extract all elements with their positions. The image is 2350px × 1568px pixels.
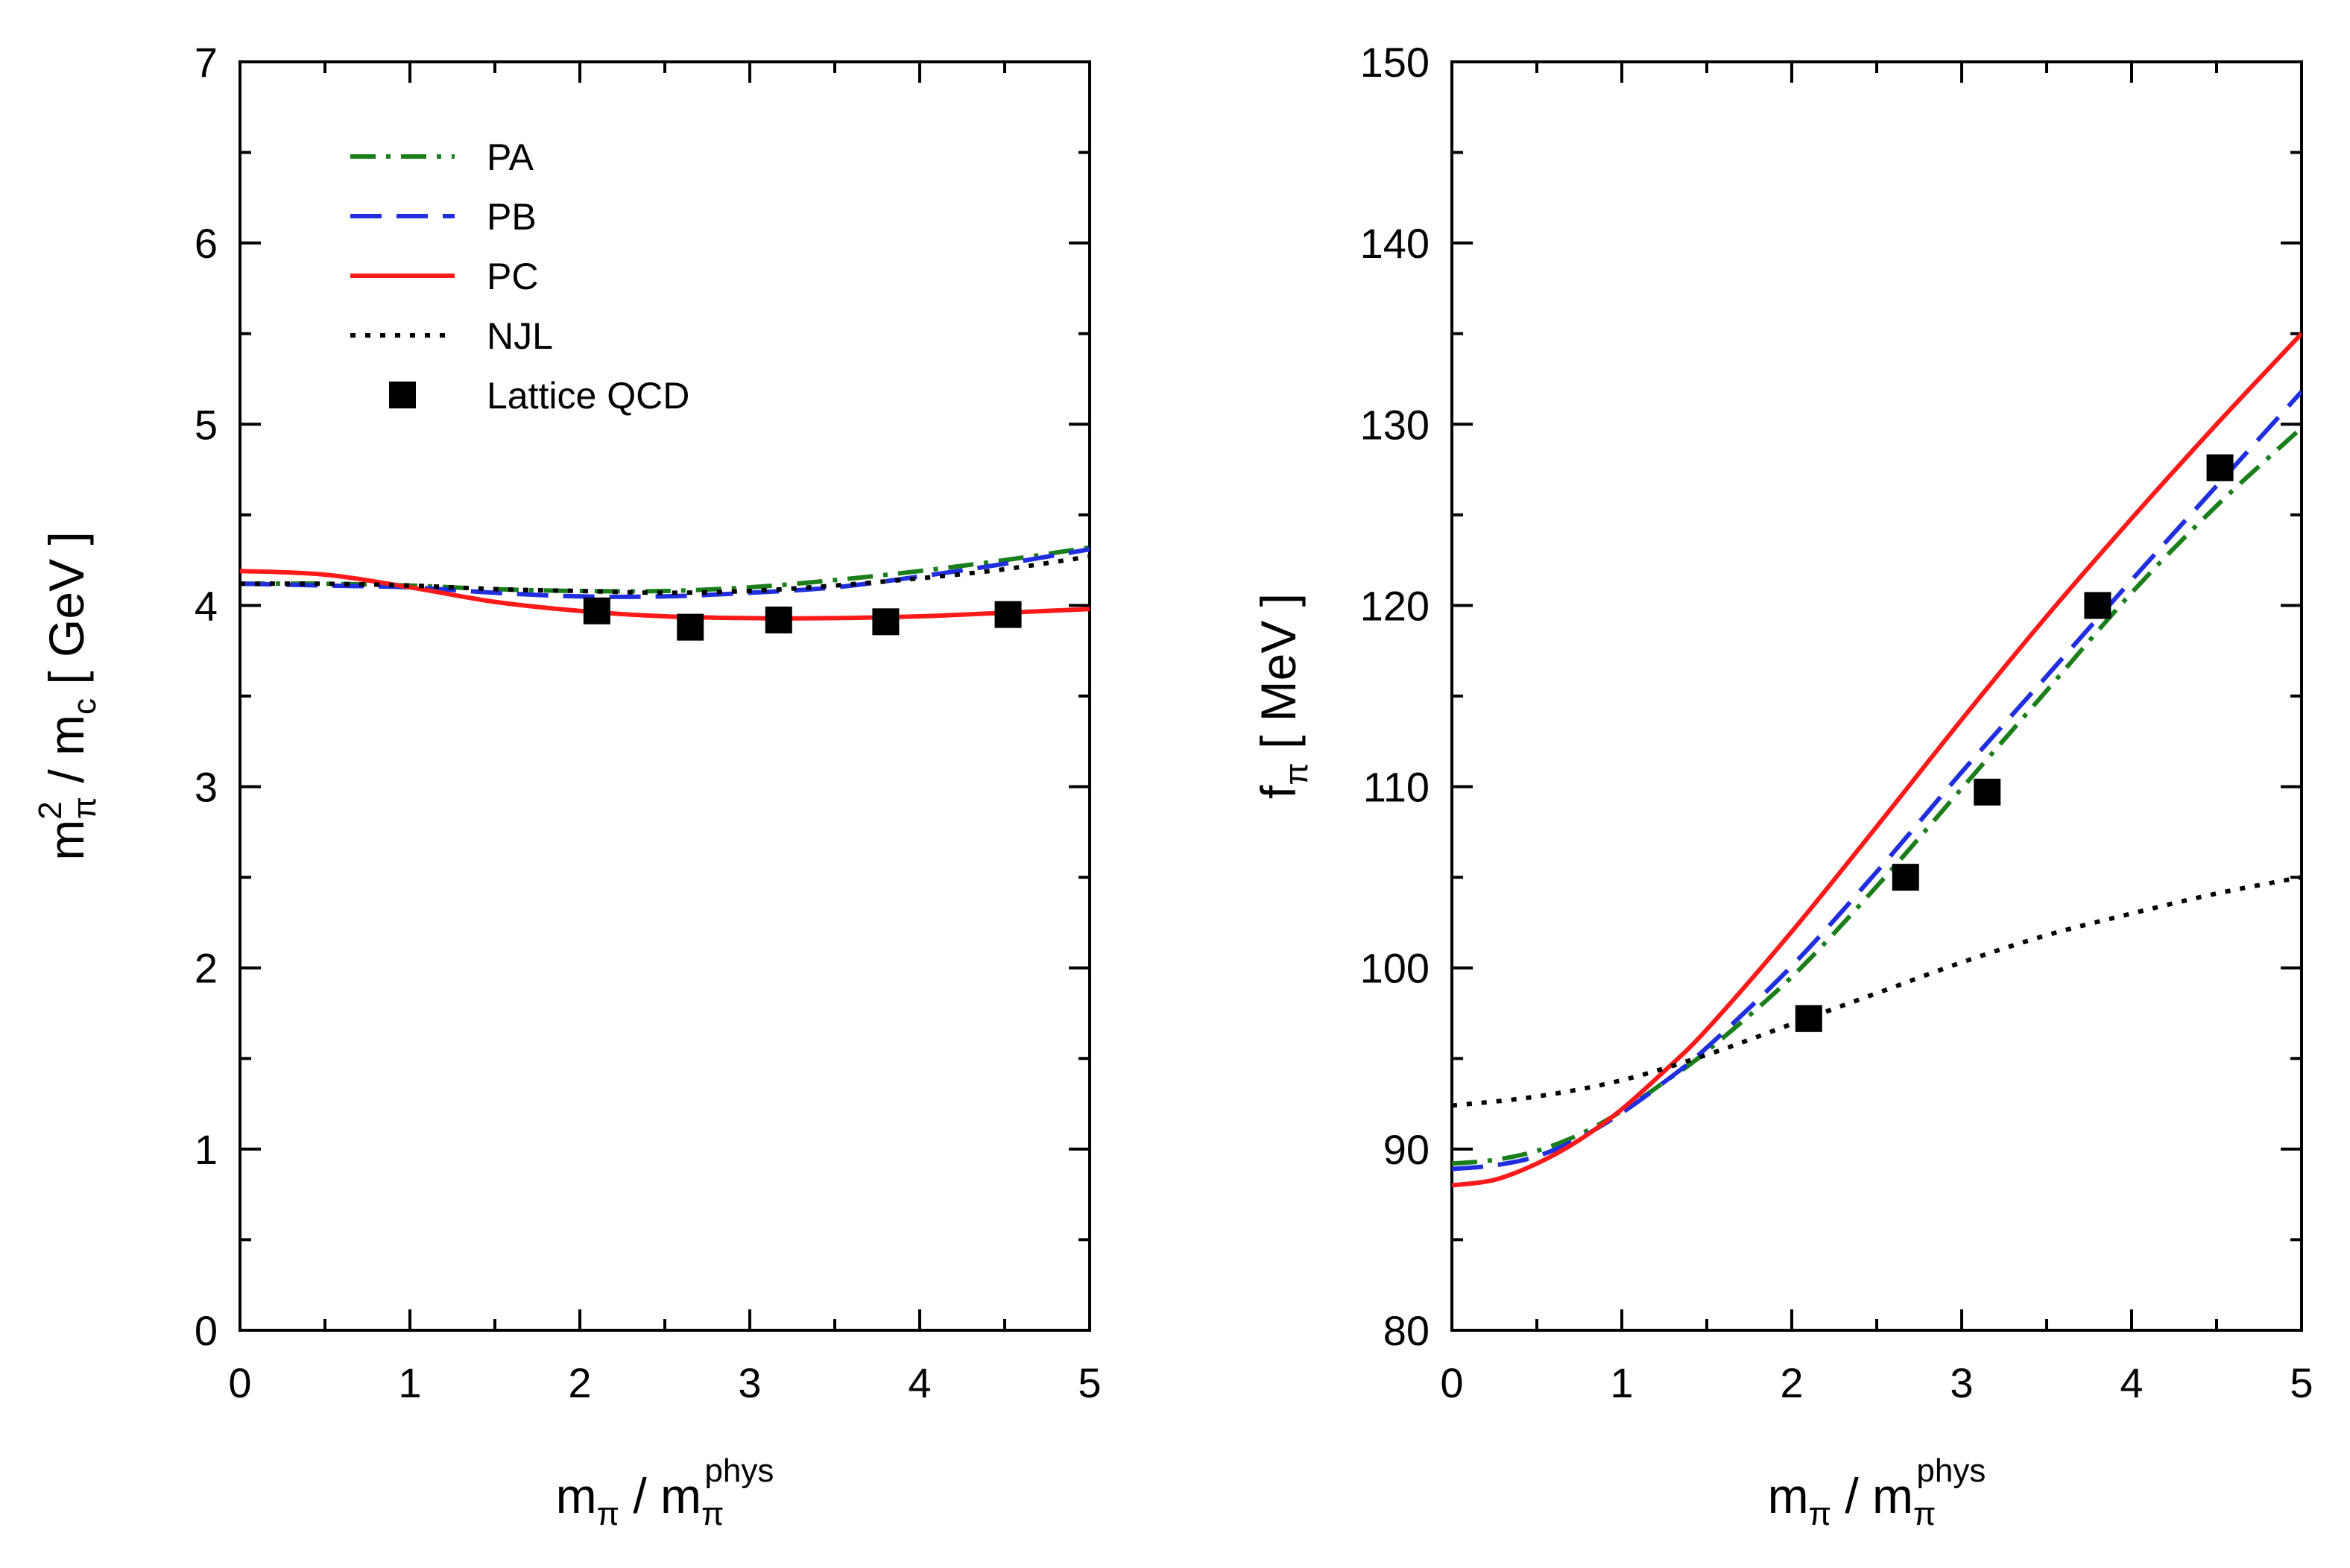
series-njl-line [240, 554, 1090, 595]
x-tick-label: 4 [2120, 1359, 2143, 1406]
legend-label-njl: NJL [487, 315, 553, 357]
x-axis-label: mπ / mπphys [556, 1452, 774, 1532]
x-tick-label: 2 [568, 1359, 591, 1406]
x-tick-label: 0 [228, 1359, 251, 1406]
y-tick-label: 150 [1360, 39, 1430, 86]
y-tick-label: 80 [1383, 1307, 1430, 1354]
x-tick-label: 2 [1780, 1359, 1803, 1406]
legend-label-pa: PA [487, 136, 534, 178]
y-tick-label: 3 [195, 764, 218, 811]
legend-label-pb: PB [487, 196, 537, 238]
lattice-qcd-point [1892, 864, 1919, 891]
right-panel: 0 1 2 3 4 5 80 90 100 110 120 130 140 150 mπ / mπphys f… [1251, 39, 2313, 1532]
series-pb-line [240, 547, 1090, 599]
y-tick-label: 1 [195, 1126, 218, 1173]
series-pa-line [1452, 426, 2302, 1166]
x-axis-label: mπ / mπphys [1768, 1452, 1986, 1532]
lattice-qcd-point [677, 613, 704, 641]
x-tick-label: 1 [1610, 1359, 1633, 1406]
y-tick-label: 7 [195, 39, 218, 86]
plot-frame [239, 60, 1091, 1332]
lattice-qcd-point [2206, 454, 2234, 481]
legend-marker-lattice-qcd [389, 382, 416, 408]
x-tick-label: 0 [1440, 1359, 1463, 1406]
y-tick-label: 4 [195, 582, 218, 629]
series-pc-line [240, 569, 1090, 621]
legend-label-pc: PC [487, 256, 538, 297]
x-tick-label: 4 [908, 1359, 931, 1406]
y-tick-label: 6 [195, 220, 218, 267]
x-tick-label: 3 [1950, 1359, 1973, 1406]
y-tick-label: 140 [1360, 220, 1430, 267]
y-tick-label: 90 [1383, 1126, 1430, 1173]
lattice-qcd-point [872, 608, 900, 636]
series-pc-line [1452, 332, 2302, 1188]
lattice-qcd-point [994, 601, 1022, 628]
lattice-qcd-point [1795, 1005, 1822, 1032]
y-tick-label: 0 [195, 1307, 218, 1354]
y-axis-label: m2π / mc [ GeV ] [32, 531, 103, 861]
series-pa-line [240, 545, 1090, 594]
x-tick-label: 5 [2290, 1359, 2313, 1406]
y-tick-label: 110 [1363, 764, 1430, 811]
lattice-qcd-point [765, 606, 792, 633]
y-tick-label: 120 [1360, 582, 1430, 629]
lattice-qcd-point [583, 597, 610, 625]
y-tick-label: 130 [1360, 401, 1430, 448]
y-tick-label: 100 [1360, 945, 1430, 992]
x-tick-label: 1 [398, 1359, 421, 1406]
y-axis-label: fπ [ MeV ] [1251, 593, 1315, 799]
x-tick-label: 5 [1078, 1359, 1101, 1406]
lattice-qcd-point [2084, 592, 2111, 619]
lattice-qcd-point [1974, 778, 2001, 806]
y-tick-label: 5 [195, 401, 218, 448]
x-tick-label: 3 [738, 1359, 761, 1406]
y-tick-label: 2 [195, 945, 218, 992]
series-pb-line [1452, 390, 2302, 1172]
series-njl-line [1452, 875, 2302, 1108]
legend-label-lqcd: Lattice QCD [487, 375, 689, 417]
left-panel: 0 1 2 3 4 5 0 1 2 3 4 5 6 7 mπ / mπphys m2π / mc [ GeV … [32, 39, 1102, 1532]
